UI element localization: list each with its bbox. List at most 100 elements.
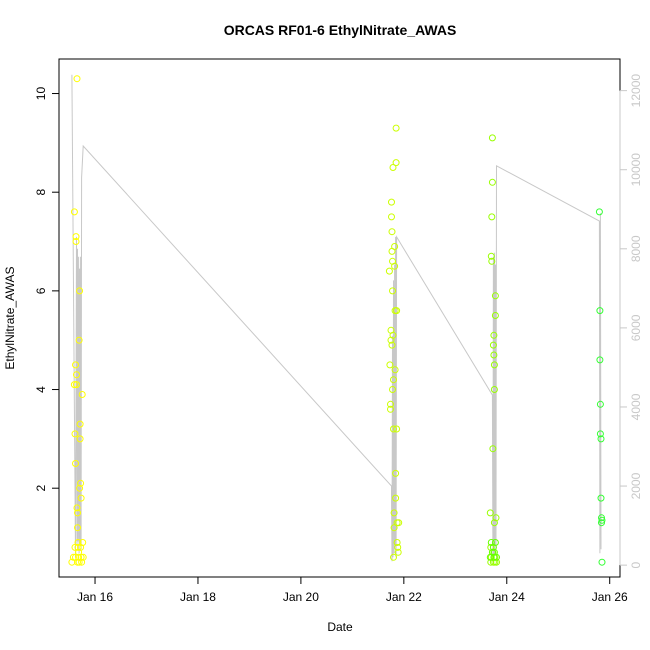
data-point (597, 435, 605, 443)
y-axis-label: EthylNitrate_AWAS (3, 266, 17, 369)
y-tick-label: 2 (34, 485, 48, 492)
data-point (72, 233, 80, 241)
data-point (72, 460, 79, 467)
data-point (394, 543, 402, 551)
data-point (489, 445, 497, 453)
data-point (490, 519, 498, 527)
data-point (492, 514, 500, 522)
y-tick-label: 8 (34, 189, 48, 196)
data-point (76, 420, 84, 428)
data-point (72, 238, 80, 245)
data-point (388, 198, 395, 206)
x-axis-label: Date (327, 620, 353, 634)
chart-title: ORCAS RF01-6 EthylNitrate_AWAS (224, 22, 457, 38)
data-point (388, 341, 396, 349)
data-point (391, 262, 399, 270)
secondary-y-tick-label: 12000 (629, 74, 643, 108)
data-point (75, 336, 83, 344)
data-point (391, 366, 399, 374)
data-point (390, 553, 397, 561)
data-point (73, 504, 81, 512)
data-series (486, 539, 500, 561)
data-point (79, 553, 87, 561)
data-point (488, 134, 496, 142)
data-point (597, 494, 605, 502)
data-point (73, 381, 80, 389)
data-point (70, 208, 78, 216)
data-point (390, 524, 398, 532)
data-point (76, 484, 84, 492)
data-point (77, 543, 85, 551)
data-point (385, 267, 393, 275)
data-point (388, 213, 395, 221)
data-point (78, 558, 86, 566)
data-point (73, 371, 80, 379)
y-tick-label: 4 (34, 386, 48, 393)
data-point (490, 351, 498, 359)
data-point (389, 287, 396, 295)
x-tick-label: Jan 20 (283, 590, 319, 604)
secondary-y-axis: 0 2000 4000 6000 8000 10000 12000 (619, 74, 643, 568)
data-series (385, 124, 403, 561)
data-point (488, 213, 496, 221)
secondary-y-tick-label: 2000 (629, 472, 643, 499)
data-point (78, 391, 86, 398)
x-tick-label: Jan 24 (489, 590, 525, 604)
x-tick-label: Jan 18 (180, 590, 216, 604)
data-point (392, 494, 400, 502)
data-point (389, 331, 397, 339)
data-point (493, 553, 500, 561)
data-point (76, 287, 84, 295)
data-point (74, 558, 81, 566)
altitude-line (71, 74, 602, 562)
y-axis: 2 4 6 8 10 (34, 87, 60, 492)
data-point (486, 509, 494, 517)
data-point (393, 307, 401, 315)
secondary-y-tick-label: 10000 (629, 153, 643, 187)
data-point (598, 514, 605, 522)
plot-area (68, 74, 606, 566)
data-point (392, 159, 400, 167)
data-point (596, 430, 604, 438)
x-axis: Jan 16 Jan 18 Jan 20 Jan 22 Jan 24 Jan 26 (77, 576, 628, 604)
data-point (596, 356, 604, 364)
x-tick-label: Jan 22 (386, 590, 422, 604)
data-point (490, 386, 498, 393)
data-point (389, 164, 397, 171)
data-point (391, 243, 399, 250)
data-point (74, 509, 81, 517)
y-tick-label: 10 (34, 87, 48, 101)
data-series (595, 208, 606, 566)
data-point (491, 292, 499, 300)
data-point (488, 178, 496, 186)
data-point (77, 494, 85, 502)
data-point (390, 425, 397, 433)
secondary-y-tick-label: 8000 (629, 235, 643, 262)
data-point (392, 124, 400, 132)
data-point (72, 361, 79, 369)
data-point (488, 548, 496, 556)
data-point (596, 400, 604, 408)
data-point (596, 307, 604, 315)
data-point (488, 257, 496, 265)
data-point (74, 524, 81, 532)
secondary-y-tick-label: 4000 (629, 393, 643, 420)
data-point (490, 331, 498, 339)
data-point (75, 553, 83, 561)
data-point (392, 469, 400, 477)
data-point (74, 543, 82, 551)
data-point (389, 386, 396, 393)
data-point (489, 341, 497, 349)
data-point (71, 430, 79, 438)
data-point (598, 516, 606, 524)
data-point (70, 381, 78, 389)
data-point (76, 435, 84, 443)
data-point (487, 252, 495, 260)
data-point (390, 376, 397, 384)
data-point (387, 405, 394, 413)
data-point (388, 228, 396, 236)
x-tick-label: Jan 16 (77, 590, 113, 604)
data-point (77, 479, 85, 487)
